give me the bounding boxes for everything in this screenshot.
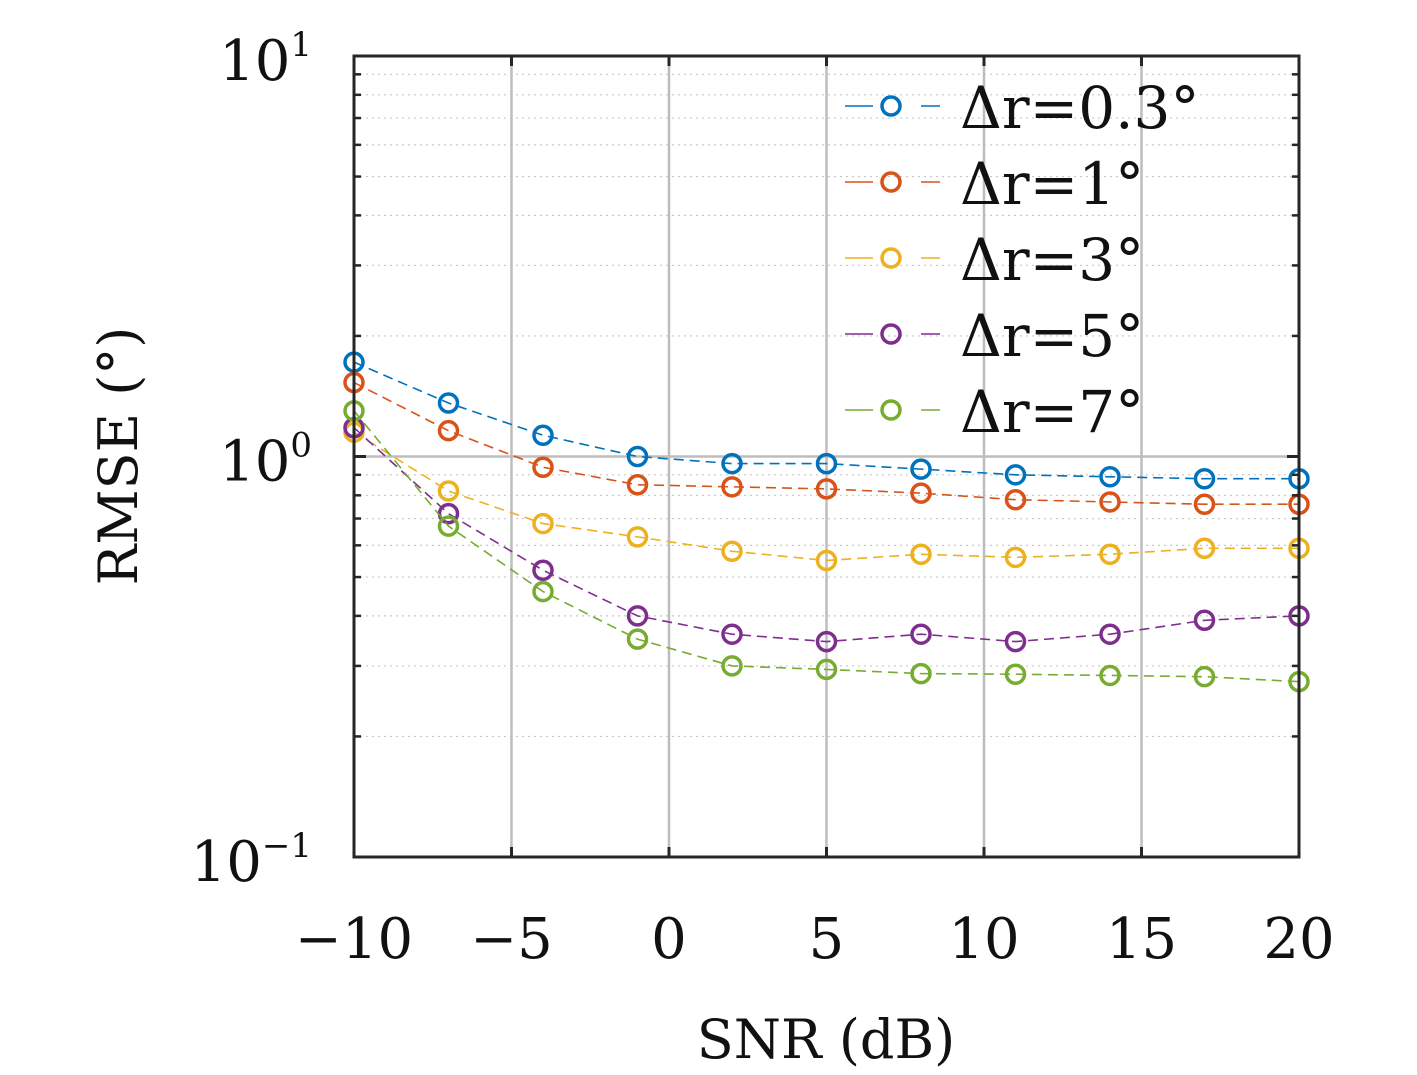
data-point <box>437 392 460 414</box>
data-point <box>1004 464 1027 486</box>
data-point <box>626 445 649 468</box>
data-point <box>721 452 743 475</box>
legend-label: Δr=7° <box>960 378 1144 446</box>
legend-marker <box>880 323 902 345</box>
y-tick-label: 100 <box>219 426 312 495</box>
data-point <box>721 655 743 677</box>
data-point <box>1193 493 1216 515</box>
x-tick-label: −5 <box>470 907 553 972</box>
series-line <box>353 427 1300 643</box>
y-tick-label: 10−1 <box>191 826 312 895</box>
x-tick-label: 10 <box>948 907 1019 972</box>
data-point <box>1004 546 1027 569</box>
y-axis-label: RMSE (°) <box>87 327 150 586</box>
legend-item-3: Δr=5° <box>845 302 1144 370</box>
legend-marker <box>880 247 902 269</box>
data-point <box>1193 609 1216 632</box>
data-point <box>532 580 554 603</box>
data-point <box>437 515 460 537</box>
data-point <box>1193 665 1216 688</box>
x-tick-label: 20 <box>1263 907 1334 972</box>
data-point <box>910 623 932 645</box>
legend-marker <box>880 171 902 193</box>
data-point <box>815 549 838 572</box>
data-point <box>910 662 932 685</box>
data-point <box>626 605 649 627</box>
axes: −10 −5 0 5 10 15 20 10−1 100 101 <box>191 25 1335 972</box>
series-line <box>353 381 1299 506</box>
legend: Δr=0.3° Δr=1° Δr=3° Δr=5° Δr=7° <box>845 74 1199 446</box>
data-point <box>1004 630 1027 653</box>
series-line <box>353 361 1299 480</box>
data-point <box>626 474 649 496</box>
data-point <box>815 452 838 475</box>
legend-marker <box>880 399 902 421</box>
legend-label: Δr=0.3° <box>960 74 1199 142</box>
legend-item-4: Δr=7° <box>845 378 1144 446</box>
series-2 <box>343 421 1310 572</box>
grid <box>352 54 1301 859</box>
series-line <box>353 410 1300 683</box>
data-point <box>721 623 743 645</box>
data-point <box>1099 491 1121 513</box>
data-point <box>437 419 460 442</box>
data-point <box>626 526 649 548</box>
x-tick-label: 15 <box>1106 907 1177 972</box>
data-point <box>532 424 554 446</box>
legend-item-0: Δr=0.3° <box>845 74 1199 142</box>
data-point <box>910 482 932 504</box>
data-point <box>910 458 932 480</box>
data-point <box>1004 663 1027 685</box>
data-point <box>815 478 838 500</box>
data-point <box>626 628 649 650</box>
data-point <box>532 456 554 479</box>
legend-item-1: Δr=1° <box>845 150 1144 218</box>
x-tick-label: 0 <box>651 907 687 972</box>
data-point <box>437 502 460 525</box>
data-point <box>721 476 743 498</box>
series-line <box>353 431 1299 562</box>
data-point <box>1099 543 1121 566</box>
y-tick-label: 101 <box>219 25 312 94</box>
x-axis-label: SNR (dB) <box>697 1008 955 1071</box>
series-3 <box>343 416 1310 653</box>
data-point <box>1099 664 1121 687</box>
data-point <box>815 658 838 681</box>
legend-label: Δr=1° <box>960 150 1144 218</box>
data-point <box>815 630 838 653</box>
data-point <box>437 480 460 502</box>
data-point <box>910 543 932 566</box>
x-tick-label: −10 <box>295 907 413 972</box>
data-point <box>1193 467 1216 490</box>
x-tick-label: 5 <box>809 907 845 972</box>
legend-label: Δr=3° <box>960 226 1144 294</box>
data-point <box>1004 488 1027 511</box>
legend-item-2: Δr=3° <box>845 226 1144 294</box>
data-point <box>532 559 554 581</box>
data-point <box>532 512 554 535</box>
legend-label: Δr=5° <box>960 302 1144 370</box>
data-point <box>721 540 743 562</box>
legend-marker <box>880 95 902 117</box>
data-point <box>1193 537 1216 560</box>
data-point <box>1099 466 1121 488</box>
data-point <box>1099 623 1121 645</box>
